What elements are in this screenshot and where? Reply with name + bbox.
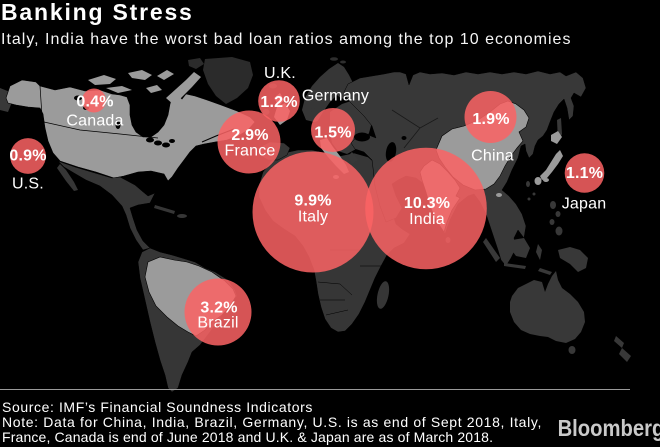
- svg-text:France: France: [225, 143, 276, 160]
- svg-text:Canada: Canada: [66, 113, 123, 130]
- svg-text:Germany: Germany: [302, 88, 369, 105]
- svg-text:Japan: Japan: [562, 196, 607, 213]
- svg-text:1.1%: 1.1%: [566, 165, 603, 182]
- svg-text:9.9%: 9.9%: [294, 193, 331, 210]
- svg-text:U.K.: U.K.: [264, 65, 296, 82]
- svg-text:Italy: Italy: [298, 209, 328, 226]
- svg-text:1.9%: 1.9%: [472, 111, 509, 128]
- svg-text:Brazil: Brazil: [197, 315, 238, 332]
- svg-text:3.2%: 3.2%: [200, 300, 237, 317]
- svg-text:0.4%: 0.4%: [76, 94, 113, 111]
- svg-text:China: China: [471, 148, 514, 165]
- svg-text:India: India: [409, 211, 445, 228]
- svg-text:2.9%: 2.9%: [231, 127, 268, 144]
- svg-text:U.S.: U.S.: [12, 176, 44, 193]
- svg-text:0.9%: 0.9%: [9, 148, 46, 165]
- svg-text:1.2%: 1.2%: [260, 94, 297, 111]
- svg-text:10.3%: 10.3%: [404, 195, 450, 212]
- svg-text:1.5%: 1.5%: [314, 125, 351, 142]
